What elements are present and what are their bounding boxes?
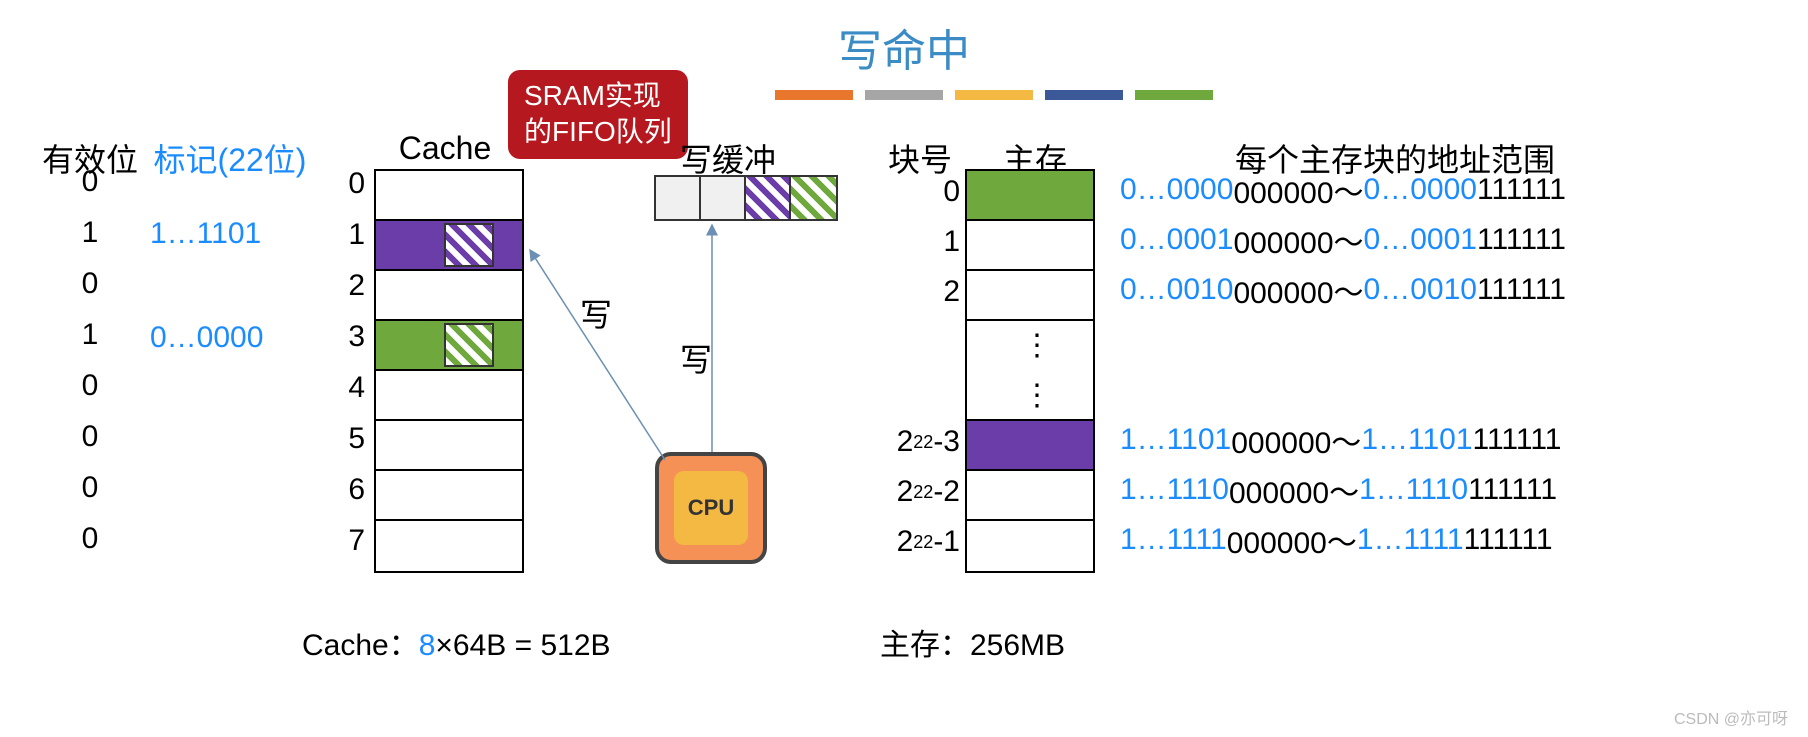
block-index: 1 [870, 217, 960, 267]
tag-value [150, 165, 350, 200]
cache-index: 3 [325, 320, 365, 354]
cache-index: 1 [325, 218, 365, 252]
cache-index: 2 [325, 269, 365, 303]
block-index: 222-1 [870, 517, 960, 567]
tag-value: 1…1101 [150, 217, 350, 252]
cache-hatch [444, 223, 494, 267]
cache-row [376, 471, 522, 521]
addr-range-row: 0…0010000000～ 0…0010111111 [1120, 265, 1566, 315]
watermark: CSDN @亦可呀 [1674, 705, 1788, 729]
tag-value [150, 269, 350, 304]
block-index: 2 [870, 267, 960, 317]
validbit-value: 0 [30, 420, 150, 454]
memory-row [967, 271, 1093, 321]
memory-box [965, 169, 1095, 573]
block-index [870, 367, 960, 417]
addr-range-row: 1…1101000000～ 1…1101111111 [1120, 415, 1566, 465]
block-index: 222-2 [870, 467, 960, 517]
memory-row [967, 221, 1093, 271]
cache-index: 7 [325, 524, 365, 558]
cache-hatch [444, 323, 494, 367]
page-title: 写命中 [838, 15, 970, 79]
cache-caption-suffix: ×64B = 512B [435, 629, 610, 662]
cache-caption-blue: 8 [419, 629, 436, 662]
cache-row [376, 171, 522, 221]
cpu-icon: CPU [655, 452, 767, 564]
tag-value [150, 425, 350, 460]
cache-index-column: 0 1 2 3 4 5 6 7 [325, 167, 365, 558]
memory-row [967, 421, 1093, 471]
color-bar [1135, 90, 1213, 100]
callout-line2: 的FIFO队列 [524, 116, 672, 147]
write-label-cache: 写 [580, 290, 612, 336]
validbit-value: 0 [30, 471, 150, 505]
addr-range-row [1120, 365, 1566, 415]
dots-1: ⋮ [1022, 340, 1052, 352]
color-bar [1045, 90, 1123, 100]
block-index: 222-3 [870, 417, 960, 467]
addr-range-row: 0…0001000000～ 0…0001111111 [1120, 215, 1566, 265]
validbit-value: 0 [30, 165, 150, 199]
tag-value [150, 477, 350, 512]
sram-callout: SRAM实现 的FIFO队列 [508, 70, 688, 159]
dots-2: ⋮ [1022, 390, 1052, 402]
block-index-column: 012 222-3222-2222-1 [870, 167, 960, 567]
validbit-column: 0 1 0 1 0 0 0 0 [30, 165, 150, 556]
cpu-label: CPU [674, 471, 748, 545]
cache-index: 0 [325, 167, 365, 201]
addr-range-row [1120, 315, 1566, 365]
cache-caption: Cache：8×64B = 512B [302, 620, 611, 664]
write-buffer-cell [746, 177, 791, 219]
cache-index: 5 [325, 422, 365, 456]
block-index [870, 317, 960, 367]
write-buffer-cell [701, 177, 746, 219]
addr-range-column: 0…0000000000～ 0…00001111110…0001000000～ … [1120, 165, 1566, 565]
cache-row [376, 421, 522, 471]
cache-box [374, 169, 524, 573]
color-bar [865, 90, 943, 100]
addr-range-row: 1…1110000000～ 1…1110111111 [1120, 465, 1566, 515]
memory-row [967, 171, 1093, 221]
header-cache: Cache [370, 130, 520, 167]
color-bar-row [775, 90, 1213, 100]
write-buffer [654, 175, 838, 221]
cache-row [376, 321, 522, 371]
validbit-value: 0 [30, 267, 150, 301]
color-bar [775, 90, 853, 100]
callout-line1: SRAM实现 [524, 80, 661, 111]
validbit-value: 1 [30, 318, 150, 352]
tag-value: 0…0000 [150, 321, 350, 356]
cache-row [376, 271, 522, 321]
write-buffer-cell [656, 177, 701, 219]
cache-index: 4 [325, 371, 365, 405]
cache-row [376, 521, 522, 571]
write-buffer-cell [791, 177, 836, 219]
memory-row [967, 471, 1093, 521]
validbit-value: 1 [30, 216, 150, 250]
tag-value [150, 373, 350, 408]
memory-row [967, 521, 1093, 571]
addr-range-row: 0…0000000000～ 0…0000111111 [1120, 165, 1566, 215]
tag-column: 1…1101 0…0000 [150, 165, 350, 564]
block-index: 0 [870, 167, 960, 217]
validbit-value: 0 [30, 522, 150, 556]
cache-row [376, 221, 522, 271]
tag-value [150, 529, 350, 564]
write-label-buffer: 写 [680, 335, 712, 381]
cache-caption-prefix: Cache： [302, 629, 419, 662]
addr-range-row: 1…1111000000～ 1…1111111111 [1120, 515, 1566, 565]
validbit-value: 0 [30, 369, 150, 403]
cache-index: 6 [325, 473, 365, 507]
color-bar [955, 90, 1033, 100]
memory-caption: 主存：256MB [880, 620, 1065, 664]
cache-row [376, 371, 522, 421]
